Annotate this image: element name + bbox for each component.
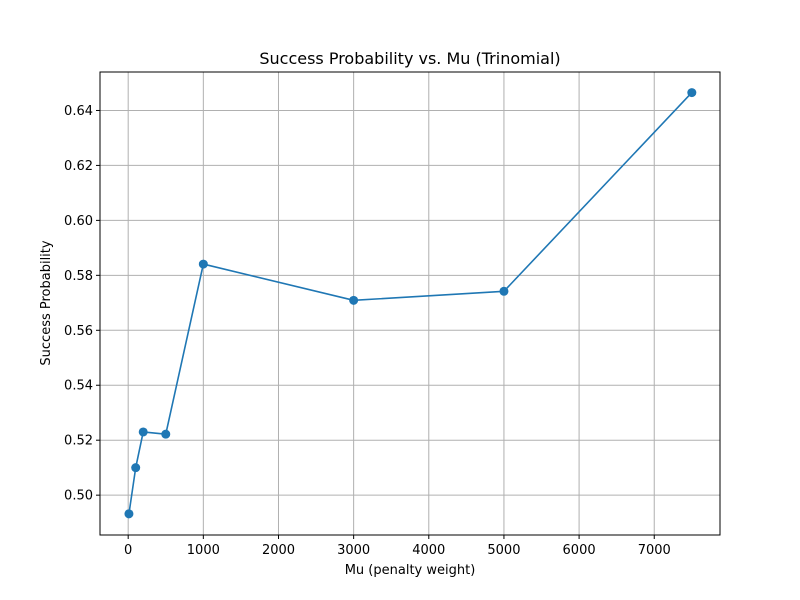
data-point [198, 259, 208, 269]
y-axis-label: Success Probability [39, 240, 54, 365]
data-point [124, 509, 134, 519]
x-axis: 0 1000 2000 3000 4000 5000 6000 7000 [124, 535, 671, 558]
y-axis: 0.50 0.52 0.54 0.56 0.58 0.60 0.62 0.64 [64, 104, 100, 504]
data-point [349, 295, 359, 305]
x-tick-label: 2000 [262, 543, 295, 558]
x-tick-label: 5000 [487, 543, 520, 558]
data-point [138, 427, 148, 437]
x-tick-label: 6000 [563, 543, 596, 558]
y-tick-label: 0.56 [64, 324, 93, 339]
data-point [131, 463, 141, 473]
x-tick-label: 1000 [187, 543, 220, 558]
y-tick-label: 0.54 [64, 379, 93, 394]
chart-title: Success Probability vs. Mu (Trinomial) [259, 49, 560, 68]
data-point [161, 429, 171, 439]
data-point [687, 88, 697, 98]
y-tick-label: 0.60 [64, 214, 93, 229]
x-tick-label: 3000 [337, 543, 370, 558]
y-tick-label: 0.62 [64, 159, 93, 174]
x-tick-label: 7000 [638, 543, 671, 558]
y-tick-label: 0.52 [64, 434, 93, 449]
x-tick-label: 4000 [412, 543, 445, 558]
series-line [128, 92, 693, 514]
data-point [499, 286, 509, 296]
y-tick-label: 0.58 [64, 269, 93, 284]
plot-frame [99, 71, 721, 536]
series-layer [124, 88, 697, 519]
y-tick-label: 0.50 [64, 489, 93, 504]
x-tick-label: 0 [124, 543, 132, 558]
y-tick-label: 0.64 [64, 104, 93, 119]
x-axis-label: Mu (penalty weight) [345, 563, 476, 578]
grid [100, 72, 720, 535]
